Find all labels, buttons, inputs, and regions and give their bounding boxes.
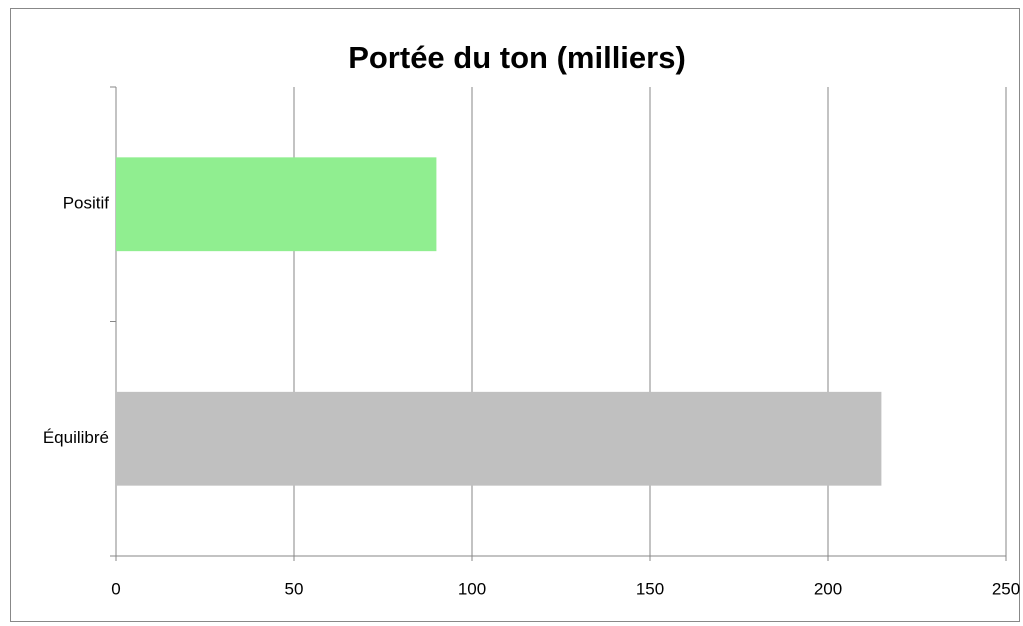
- chart-frame: [10, 8, 1020, 622]
- bar: [116, 391, 882, 486]
- bar: [116, 157, 437, 252]
- y-tick-label: Équilibré: [43, 428, 109, 447]
- x-tick-label: 0: [111, 579, 120, 598]
- x-tick-label: 100: [458, 579, 486, 598]
- chart-title: Portée du ton (milliers): [348, 40, 686, 75]
- x-tick-label: 50: [285, 579, 304, 598]
- x-tick-label: 250: [992, 579, 1020, 598]
- y-tick-label: Positif: [63, 194, 110, 213]
- x-tick-label: 150: [636, 579, 664, 598]
- x-tick-label: 200: [814, 579, 842, 598]
